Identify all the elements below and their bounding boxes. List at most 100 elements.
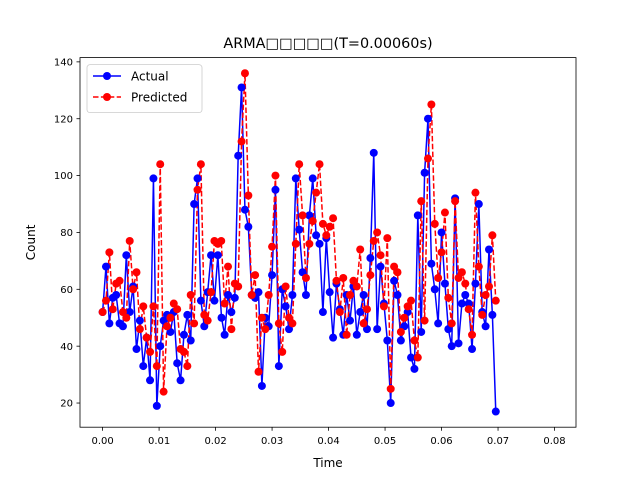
data-point-actual (230, 293, 239, 302)
data-point-predicted (179, 347, 188, 356)
data-point-actual (407, 353, 416, 362)
data-point-predicted (224, 262, 233, 271)
data-point-actual (217, 313, 226, 322)
data-point-actual (325, 288, 334, 297)
data-point-actual (471, 279, 480, 288)
y-tick-label: 120 (54, 114, 73, 125)
data-point-predicted (247, 291, 256, 299)
data-point-predicted (430, 219, 439, 228)
data-point-predicted (396, 327, 405, 336)
data-point-predicted (407, 296, 416, 305)
data-point-actual (135, 316, 144, 325)
data-point-actual (271, 185, 280, 194)
y-tick-label: 100 (54, 171, 73, 182)
data-point-actual (464, 299, 473, 308)
data-point-predicted (163, 322, 171, 331)
data-point-predicted (122, 313, 131, 322)
data-point-predicted (488, 231, 497, 240)
data-point-predicted (464, 305, 473, 314)
data-point-actual (359, 291, 368, 299)
data-point-predicted (329, 214, 338, 223)
data-point-predicted (152, 362, 161, 371)
data-point-predicted (485, 282, 493, 291)
data-point-actual (132, 345, 141, 354)
data-point-predicted (420, 316, 429, 325)
data-point-actual (179, 330, 188, 339)
data-point-actual (118, 322, 127, 331)
data-point-predicted (481, 291, 490, 299)
data-point-actual (173, 359, 182, 368)
data-point-predicted (173, 305, 182, 314)
data-point-predicted (342, 330, 351, 339)
data-point-predicted (193, 185, 202, 194)
data-point-predicted (423, 154, 432, 163)
data-point-predicted (129, 285, 138, 294)
data-point-predicted (437, 248, 446, 257)
data-point-predicted (440, 208, 449, 217)
data-point-predicted (444, 293, 453, 302)
data-point-actual (461, 291, 470, 299)
data-point-predicted (217, 236, 226, 245)
data-point-predicted (332, 276, 341, 285)
data-point-predicted (278, 347, 287, 356)
data-point-actual (373, 325, 382, 334)
data-point-actual (376, 262, 385, 271)
data-point-actual (491, 407, 500, 416)
data-point-actual (207, 251, 216, 260)
data-point-actual (447, 342, 456, 351)
data-point-actual (413, 211, 422, 220)
data-point-actual (288, 291, 297, 299)
ticks-layer: 0.00 0.01 0.02 0.03 0.04 0.05 0.06 0.07 0.08 20 40… (54, 57, 566, 447)
data-point-actual (281, 302, 290, 311)
data-point-actual (183, 310, 192, 319)
data-point-predicted (474, 262, 483, 271)
legend-predicted-marker (103, 93, 111, 101)
legend-predicted-label: Predicted (131, 91, 187, 105)
data-point-actual (420, 168, 429, 177)
data-point-predicted (240, 69, 249, 78)
data-point-actual (122, 251, 131, 260)
data-point-predicted (478, 310, 487, 319)
data-point-actual (383, 336, 392, 345)
data-point-predicted (322, 231, 331, 240)
data-point-actual (369, 148, 378, 157)
data-point-predicted (135, 325, 144, 334)
data-point-actual (417, 327, 426, 336)
data-point-actual (315, 239, 324, 248)
data-point-actual (227, 308, 236, 317)
x-tick-label: 0.08 (543, 436, 565, 447)
data-point-predicted (257, 313, 266, 322)
data-point-actual (488, 310, 497, 319)
data-point-actual (210, 296, 219, 305)
data-point-actual (149, 174, 158, 183)
data-point-predicted (359, 319, 368, 328)
data-point-predicted (308, 217, 317, 226)
data-point-predicted (237, 137, 246, 146)
x-tick-label: 0.06 (430, 436, 452, 447)
data-point-predicted (186, 291, 195, 299)
data-point-actual (457, 299, 466, 308)
data-point-actual (237, 83, 246, 92)
data-point-actual (301, 291, 310, 299)
data-point-predicted (291, 239, 300, 248)
data-point-predicted (132, 268, 141, 277)
data-point-actual (224, 291, 233, 299)
data-point-actual (440, 279, 449, 288)
data-point-predicted (264, 291, 273, 299)
data-point-predicted (261, 325, 270, 334)
data-point-actual (257, 381, 266, 390)
data-point-predicted (288, 319, 297, 328)
legend: Actual Predicted (86, 64, 203, 113)
data-point-actual (213, 251, 222, 260)
data-point-actual (386, 399, 395, 408)
data-point-actual (105, 319, 114, 328)
data-point-predicted (325, 222, 334, 231)
data-point-predicted (352, 282, 361, 291)
data-point-predicted (427, 100, 436, 109)
data-point-predicted (346, 291, 355, 299)
data-point-predicted (393, 268, 402, 277)
x-tick-label: 0.03 (261, 436, 283, 447)
data-point-actual (318, 308, 327, 317)
data-point-actual (101, 262, 110, 271)
data-point-actual (390, 276, 399, 285)
